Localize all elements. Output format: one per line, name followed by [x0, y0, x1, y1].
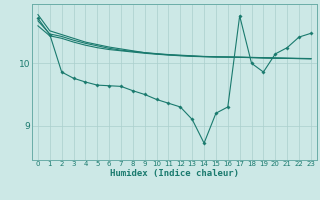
- X-axis label: Humidex (Indice chaleur): Humidex (Indice chaleur): [110, 169, 239, 178]
